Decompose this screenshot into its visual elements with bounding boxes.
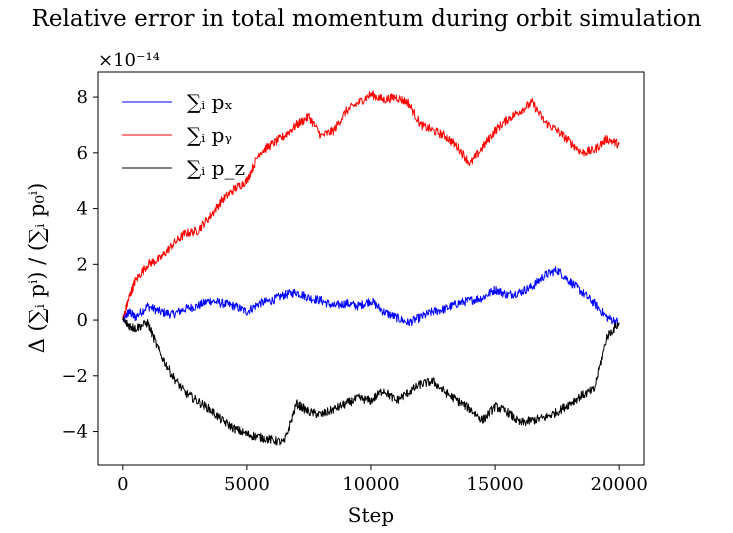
- series-line-1: [122, 90, 620, 321]
- y-tick-label: 6: [77, 143, 88, 164]
- y-tick-label: −2: [61, 366, 88, 387]
- legend-label-0: ∑ᵢ pₓ: [187, 90, 233, 114]
- y-multiplier: ×10⁻¹⁴: [98, 50, 160, 71]
- y-tick-label: 4: [77, 199, 88, 220]
- x-tick-label: 20000: [591, 474, 648, 495]
- plot-frame: [97, 71, 645, 466]
- x-ticks: 0 5000 10000 15000 20000: [117, 465, 648, 495]
- x-tick-label: 0: [117, 474, 128, 495]
- legend-label-2: ∑ᵢ p_z: [187, 156, 245, 180]
- y-ticks: −4 −2 0 2 4 6 8: [61, 87, 98, 443]
- chart-title: Relative error in total momentum during …: [31, 6, 702, 32]
- y-axis-label: Δ (∑ᵢ pⁱ) / (∑ᵢ p₀ⁱ): [25, 183, 49, 354]
- series-line-2: [122, 316, 620, 446]
- y-tick-label: 0: [77, 310, 88, 331]
- series-line-0: [122, 266, 620, 327]
- x-tick-label: 10000: [342, 474, 399, 495]
- y-tick-label: 8: [77, 87, 88, 108]
- legend: ∑ᵢ pₓ ∑ᵢ pᵧ ∑ᵢ p_z: [122, 90, 245, 180]
- x-tick-label: 15000: [466, 474, 523, 495]
- x-tick-label: 5000: [224, 474, 270, 495]
- y-tick-label: −4: [61, 422, 88, 443]
- x-axis-label: Step: [348, 503, 394, 527]
- series-layer: [122, 90, 620, 446]
- y-tick-label: 2: [77, 254, 88, 275]
- legend-label-1: ∑ᵢ pᵧ: [187, 123, 232, 147]
